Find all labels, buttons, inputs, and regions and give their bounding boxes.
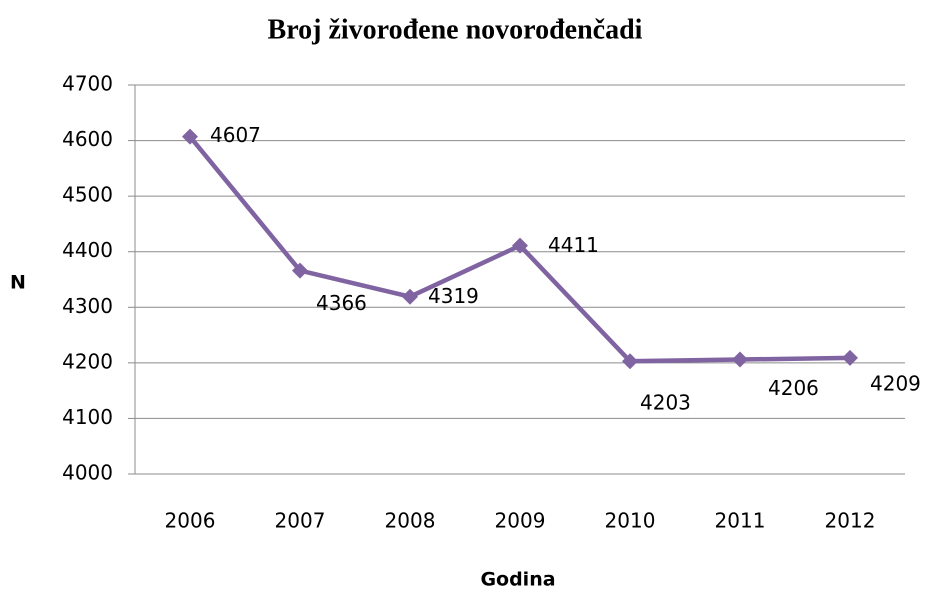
marker (622, 353, 638, 370)
y-tick-label: 4300 (62, 294, 113, 318)
y-tick-label: 4000 (62, 461, 113, 485)
x-tick-label: 2010 (605, 509, 656, 533)
data-label: 4607 (210, 123, 261, 147)
y-axis-label: N (10, 272, 26, 294)
marker (512, 237, 528, 254)
marker (402, 288, 418, 305)
x-tick-label: 2011 (715, 509, 766, 533)
data-label: 4411 (548, 233, 599, 257)
marker (182, 128, 198, 145)
y-tick-label: 4500 (62, 183, 113, 207)
data-label: 4203 (640, 391, 691, 415)
data-label: 4366 (316, 291, 367, 315)
data-label: 4319 (428, 284, 479, 308)
data-label: 4209 (870, 371, 921, 395)
x-tick-label: 2012 (825, 509, 876, 533)
y-tick-label: 4400 (62, 238, 113, 262)
marker (292, 262, 308, 279)
chart-title: Broj živorođene novorođenčadi (268, 14, 643, 45)
data-label: 4206 (768, 376, 819, 400)
x-tick-label: 2006 (165, 509, 216, 533)
x-tick-label: 2008 (385, 509, 436, 533)
marker (842, 349, 858, 366)
y-tick-label: 4700 (62, 72, 113, 96)
x-tick-label: 2009 (495, 509, 546, 533)
y-tick-label: 4200 (62, 349, 113, 373)
x-tick-label: 2007 (275, 509, 326, 533)
marker (732, 351, 748, 368)
y-tick-label: 4100 (62, 405, 113, 429)
x-axis-label: Godina (480, 569, 555, 591)
y-tick-label: 4600 (62, 127, 113, 151)
